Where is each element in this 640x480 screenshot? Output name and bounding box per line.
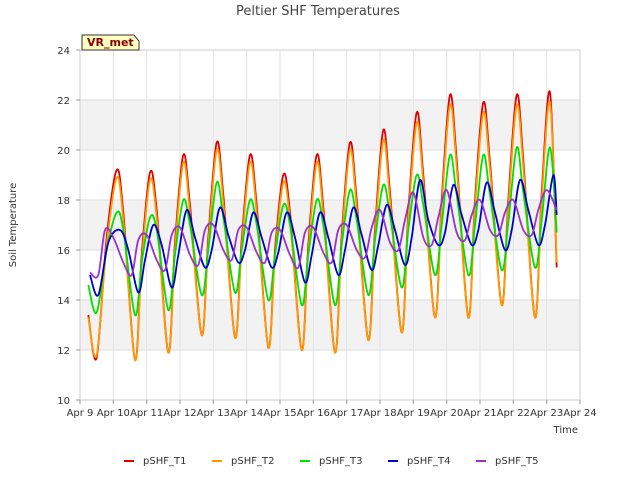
x-tick-label: Apr 24: [563, 408, 596, 419]
x-axis-label: Time: [553, 425, 578, 436]
series-line-pshf-t4: [89, 174, 558, 297]
plot-band: [80, 150, 580, 200]
x-tick-label: Apr 13: [197, 408, 230, 419]
x-tick-label: Apr 10: [97, 408, 130, 419]
x-tick-label: Apr 9: [67, 408, 94, 419]
legend-label: pSHF_T4: [407, 456, 450, 467]
x-tick-label: Apr 23: [530, 408, 563, 419]
x-axis-ticks: Apr 9 Apr 10 Apr 11 Apr 12 Apr 13 Apr 14 Apr 1…: [67, 400, 597, 419]
plot-frame: [79, 49, 581, 401]
legend-item-pshf-t1: pSHF_T1: [124, 456, 186, 467]
legend-item-pshf-t2: pSHF_T2: [212, 456, 274, 467]
y-tick-label: 18: [57, 196, 70, 207]
y-axis-ticks: 10 12 14 16 18 20 22 24: [57, 46, 80, 407]
legend-item-pshf-t4: pSHF_T4: [388, 456, 450, 467]
badge: VR_met: [81, 34, 140, 51]
legend-label: pSHF_T3: [319, 456, 362, 467]
x-tick-label: Apr 12: [163, 408, 196, 419]
x-tick-label: Apr 17: [330, 408, 363, 419]
plot-band: [80, 100, 580, 150]
badge-label: VR_met: [87, 36, 134, 49]
y-tick-label: 22: [57, 96, 70, 107]
series-line-pshf-t3: [87, 146, 558, 317]
y-tick-label: 24: [57, 46, 70, 57]
y-tick-label: 20: [57, 146, 70, 157]
x-tick-label: Apr 16: [297, 408, 330, 419]
badge-shape: [81, 34, 140, 51]
y-tick-label: 16: [57, 246, 70, 257]
x-tick-label: Apr 20: [430, 408, 463, 419]
legend-item-pshf-t5: pSHF_T5: [476, 456, 538, 467]
legend-label: pSHF_T1: [143, 456, 186, 467]
legend-label: pSHF_T5: [495, 456, 538, 467]
legend-item-pshf-t3: pSHF_T3: [300, 456, 362, 467]
plot-band: [80, 350, 580, 400]
legend-label: pSHF_T2: [231, 456, 274, 467]
chart-title: Peltier SHF Temperatures: [236, 4, 400, 19]
y-tick-label: 14: [57, 296, 70, 307]
x-tick-label: Apr 22: [497, 408, 530, 419]
x-tick-label: Apr 14: [230, 408, 263, 419]
x-tick-label: Apr 19: [397, 408, 430, 419]
plot-background: [80, 50, 580, 400]
x-tick-label: Apr 18: [363, 408, 396, 419]
series-line-pshf-t5: [89, 189, 558, 279]
x-tick-label: Apr 11: [130, 408, 163, 419]
series-layer: [87, 90, 558, 361]
plot-band: [80, 50, 580, 100]
y-axis-label: Soil Temperature: [8, 183, 19, 268]
legend: pSHF_T1 pSHF_T2 pSHF_T3 pSHF_T4 pSHF_T5: [124, 456, 538, 467]
x-tick-label: Apr 21: [463, 408, 496, 419]
x-tick-label: Apr 15: [263, 408, 296, 419]
y-tick-label: 10: [57, 396, 70, 407]
y-tick-label: 12: [57, 346, 70, 357]
